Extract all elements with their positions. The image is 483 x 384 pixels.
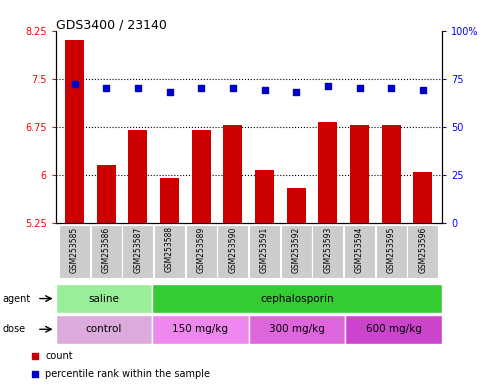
Bar bbox=[128, 130, 147, 384]
Text: GSM253594: GSM253594 bbox=[355, 226, 364, 273]
Point bbox=[387, 85, 395, 91]
Point bbox=[31, 353, 39, 359]
Bar bbox=[91, 225, 122, 278]
Bar bbox=[97, 165, 116, 384]
Point bbox=[166, 89, 173, 95]
Bar bbox=[249, 225, 280, 278]
Bar bbox=[186, 225, 217, 278]
Bar bbox=[56, 315, 152, 344]
Bar bbox=[350, 126, 369, 384]
Text: percentile rank within the sample: percentile rank within the sample bbox=[45, 369, 210, 379]
Bar bbox=[160, 178, 179, 384]
Bar bbox=[344, 225, 375, 278]
Text: GSM253587: GSM253587 bbox=[133, 226, 142, 273]
Text: 300 mg/kg: 300 mg/kg bbox=[269, 324, 325, 334]
Bar bbox=[376, 225, 407, 278]
Bar bbox=[408, 225, 439, 278]
Point bbox=[31, 371, 39, 377]
Point bbox=[71, 81, 78, 88]
Bar bbox=[192, 130, 211, 384]
Point bbox=[198, 85, 205, 91]
Point bbox=[292, 89, 300, 95]
Bar bbox=[249, 315, 345, 344]
Text: GSM253595: GSM253595 bbox=[387, 226, 396, 273]
Bar bbox=[152, 284, 442, 313]
Bar bbox=[217, 225, 248, 278]
Bar bbox=[413, 172, 432, 384]
Point bbox=[261, 87, 269, 93]
Bar bbox=[56, 284, 152, 313]
Text: GSM253586: GSM253586 bbox=[102, 226, 111, 273]
Bar bbox=[382, 126, 401, 384]
Bar bbox=[224, 125, 242, 384]
Bar bbox=[313, 225, 343, 278]
Bar bbox=[281, 225, 312, 278]
Bar bbox=[287, 187, 306, 384]
Text: control: control bbox=[85, 324, 122, 334]
Bar bbox=[345, 315, 442, 344]
Bar bbox=[255, 170, 274, 384]
Text: dose: dose bbox=[2, 324, 26, 334]
Text: count: count bbox=[45, 351, 73, 361]
Text: cephalosporin: cephalosporin bbox=[260, 293, 334, 304]
Bar bbox=[59, 225, 90, 278]
Bar bbox=[318, 122, 338, 384]
Text: 150 mg/kg: 150 mg/kg bbox=[172, 324, 228, 334]
Text: saline: saline bbox=[88, 293, 119, 304]
Point bbox=[324, 83, 332, 89]
Text: GSM253585: GSM253585 bbox=[70, 226, 79, 273]
Text: GSM253592: GSM253592 bbox=[292, 226, 301, 273]
Text: GSM253596: GSM253596 bbox=[418, 226, 427, 273]
Point bbox=[229, 85, 237, 91]
Bar bbox=[65, 40, 84, 384]
Text: GSM253591: GSM253591 bbox=[260, 226, 269, 273]
Bar bbox=[122, 225, 154, 278]
Text: 600 mg/kg: 600 mg/kg bbox=[366, 324, 422, 334]
Point bbox=[419, 87, 427, 93]
Text: GDS3400 / 23140: GDS3400 / 23140 bbox=[56, 18, 167, 31]
Text: GSM253590: GSM253590 bbox=[228, 226, 238, 273]
Point bbox=[356, 85, 364, 91]
Text: GSM253593: GSM253593 bbox=[324, 226, 332, 273]
Point bbox=[134, 85, 142, 91]
Bar bbox=[154, 225, 185, 278]
Text: GSM253588: GSM253588 bbox=[165, 226, 174, 272]
Text: GSM253589: GSM253589 bbox=[197, 226, 206, 273]
Point bbox=[102, 85, 110, 91]
Text: agent: agent bbox=[2, 293, 30, 304]
Bar bbox=[152, 315, 249, 344]
